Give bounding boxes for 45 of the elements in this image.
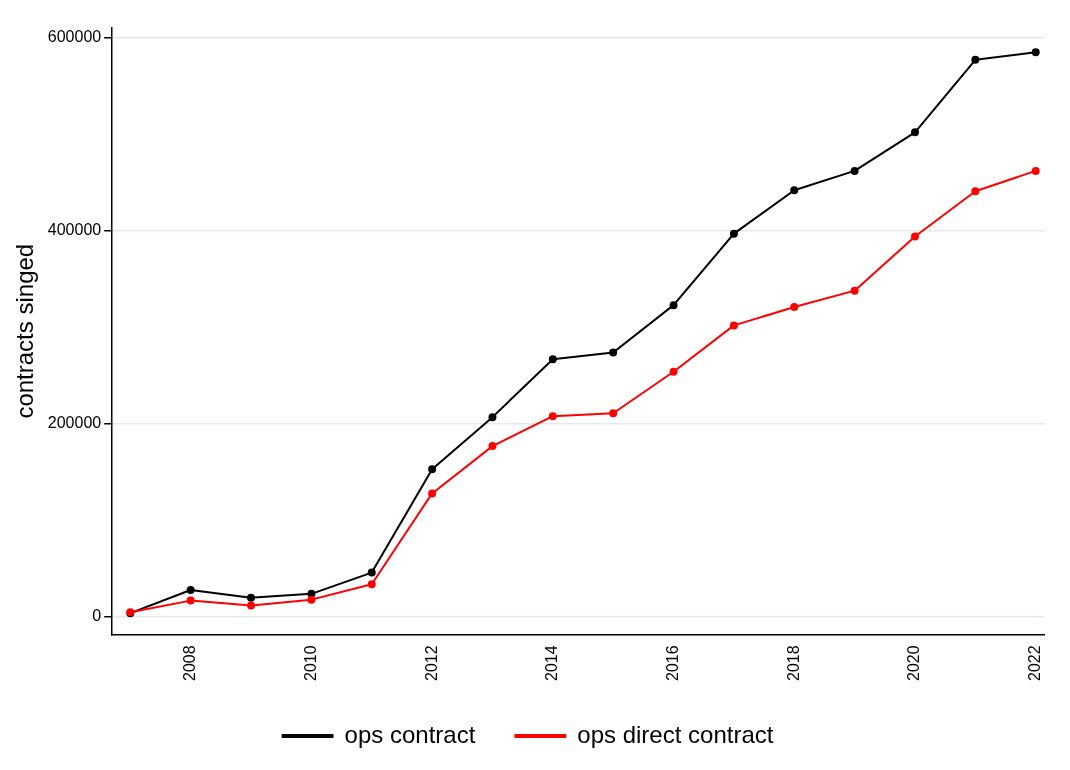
x-tick-label: 2018 (784, 645, 802, 681)
point (548, 412, 557, 421)
x-tick-label: 2016 (663, 645, 681, 681)
y-tick-label: 600000 (47, 28, 102, 46)
x-tick-label: 2012 (422, 645, 440, 681)
point (186, 585, 195, 594)
point (186, 596, 195, 605)
y-axis-title: contracts singed (11, 243, 39, 419)
point (729, 229, 738, 238)
point (609, 348, 618, 357)
legend-label: ops direct contract (577, 720, 774, 748)
point (247, 593, 256, 602)
point (367, 568, 376, 577)
point (428, 489, 437, 498)
legend-label: ops contract (344, 720, 476, 748)
point (428, 465, 437, 474)
point (548, 355, 557, 364)
x-tick-label: 2010 (301, 645, 319, 681)
y-tick-label: 0 (92, 607, 102, 625)
x-tick-label: 2022 (1026, 645, 1044, 681)
point (1031, 166, 1040, 175)
point (669, 301, 678, 310)
point (307, 595, 316, 604)
point (729, 321, 738, 330)
point (307, 589, 316, 598)
point (910, 232, 919, 241)
point (971, 55, 980, 64)
point (247, 601, 256, 610)
point (910, 128, 919, 137)
point (1031, 48, 1040, 57)
point (669, 367, 678, 376)
point (488, 442, 497, 451)
x-tick-label: 2008 (181, 645, 199, 681)
y-tick-label: 200000 (47, 414, 102, 432)
point (609, 409, 618, 418)
point (850, 166, 859, 175)
point (367, 580, 376, 589)
point (790, 186, 799, 195)
point (971, 187, 980, 196)
point (488, 413, 497, 422)
x-tick-label: 2014 (543, 645, 561, 681)
point (850, 286, 859, 295)
y-tick-label: 400000 (47, 221, 102, 239)
point (790, 303, 799, 312)
x-tick-label: 2020 (905, 645, 923, 681)
